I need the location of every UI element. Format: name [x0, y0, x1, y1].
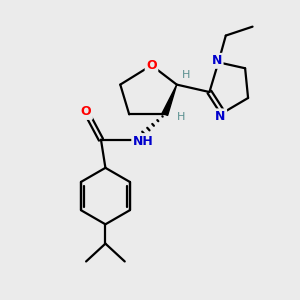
- Text: N: N: [215, 110, 226, 123]
- Text: H: H: [182, 70, 190, 80]
- Text: O: O: [81, 106, 92, 118]
- Text: O: O: [146, 59, 157, 72]
- Text: NH: NH: [133, 135, 154, 148]
- Polygon shape: [162, 85, 177, 116]
- Text: N: N: [212, 54, 222, 67]
- Text: H: H: [177, 112, 185, 122]
